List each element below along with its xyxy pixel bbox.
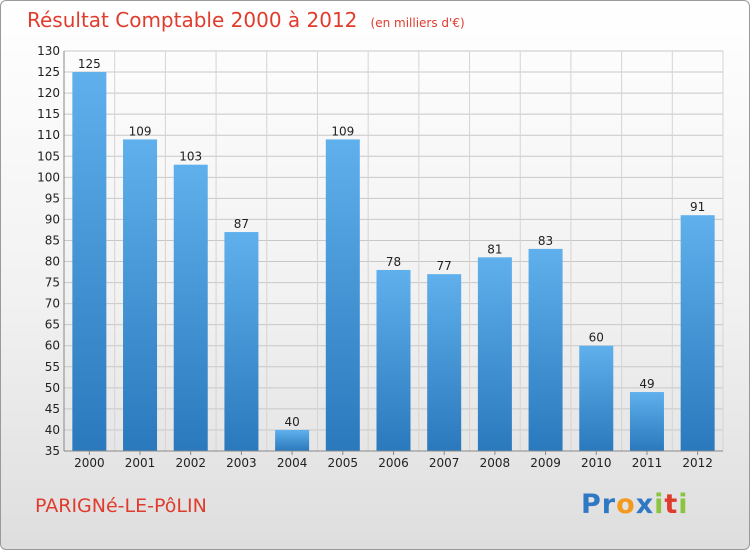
bar-value-label: 91 <box>690 200 705 214</box>
bar-value-label: 87 <box>234 217 249 231</box>
y-tick-label: 105 <box>37 149 60 163</box>
bar[interactable] <box>629 392 664 451</box>
bar[interactable] <box>173 164 208 451</box>
bar[interactable] <box>528 248 563 451</box>
bar-value-label: 83 <box>538 234 553 248</box>
bar-value-label: 109 <box>331 124 354 138</box>
bar-value-label: 78 <box>386 255 401 269</box>
y-tick-label: 130 <box>37 44 60 58</box>
bar[interactable] <box>275 429 310 451</box>
logo-letter: i <box>654 489 665 520</box>
x-tick-label: 2012 <box>682 456 713 470</box>
y-tick-label: 120 <box>37 86 60 100</box>
bar[interactable] <box>579 345 614 451</box>
bar[interactable] <box>72 72 107 451</box>
logo-letter: i <box>678 489 689 520</box>
y-tick-label: 100 <box>37 170 60 184</box>
bar[interactable] <box>123 139 158 451</box>
y-tick-label: 85 <box>45 233 60 247</box>
location-name: PARIGNé-LE-PôLIN <box>35 495 207 517</box>
y-tick-label: 80 <box>45 255 60 269</box>
bar[interactable] <box>224 232 259 451</box>
logo-letter: r <box>601 489 617 520</box>
axes: 35 40 45 50 55 60 65 70 75 80 85 90 95 100 105 110 115 12… <box>37 44 723 470</box>
bar-value-label: 103 <box>179 150 202 164</box>
y-tick-label: 65 <box>45 318 60 332</box>
x-tick-label: 2001 <box>125 456 156 470</box>
bar[interactable] <box>376 269 411 451</box>
logo-letter: o <box>616 489 636 520</box>
x-tick-label: 2003 <box>226 456 257 470</box>
y-tick-label: 60 <box>45 339 60 353</box>
bar-value-label: 60 <box>589 331 604 345</box>
y-tick-label: 75 <box>45 276 60 290</box>
x-tick-label: 2009 <box>530 456 561 470</box>
y-tick-label: 125 <box>37 65 60 79</box>
y-tick-label: 40 <box>45 423 60 437</box>
x-tick-label: 2000 <box>74 456 105 470</box>
y-tick-label: 35 <box>45 444 60 458</box>
chart-title: Résultat Comptable 2000 à 2012 <box>27 8 358 32</box>
y-tick-label: 50 <box>45 381 60 395</box>
proxiti-logo[interactable]: Proxiti <box>581 489 689 520</box>
bars: 125 109 103 87 40 109 78 77 81 83 60 49 91 <box>72 57 715 451</box>
y-tick-label: 110 <box>37 128 60 142</box>
bar[interactable] <box>680 215 715 451</box>
x-tick-label: 2008 <box>480 456 511 470</box>
chart-unit: (en milliers d'€) <box>370 16 465 30</box>
bar-value-label: 109 <box>129 124 152 138</box>
logo-letter: t <box>664 489 679 520</box>
bar-value-label: 125 <box>78 57 101 71</box>
bar-value-label: 49 <box>639 377 654 391</box>
y-tick-label: 55 <box>45 360 60 374</box>
bar-value-label: 81 <box>487 242 502 256</box>
bar-value-label: 77 <box>437 259 452 273</box>
y-tick-label: 45 <box>45 402 60 416</box>
title-row: Résultat Comptable 2000 à 2012 (en milli… <box>27 8 465 32</box>
x-tick-label: 2005 <box>328 456 359 470</box>
logo-letter: x <box>635 489 655 520</box>
x-tick-label: 2006 <box>378 456 409 470</box>
bar-value-label: 40 <box>284 415 299 429</box>
x-tick-label: 2002 <box>175 456 206 470</box>
logo-letter: P <box>581 489 602 520</box>
y-tick-label: 90 <box>45 212 60 226</box>
x-tick-label: 2004 <box>277 456 308 470</box>
x-tick-label: 2011 <box>632 456 663 470</box>
bar[interactable] <box>427 274 462 451</box>
bar[interactable] <box>477 257 512 451</box>
y-tick-label: 95 <box>45 191 60 205</box>
bar[interactable] <box>325 139 360 451</box>
x-tick-label: 2007 <box>429 456 460 470</box>
x-tick-label: 2010 <box>581 456 612 470</box>
y-tick-label: 70 <box>45 297 60 311</box>
y-tick-label: 115 <box>37 107 60 121</box>
